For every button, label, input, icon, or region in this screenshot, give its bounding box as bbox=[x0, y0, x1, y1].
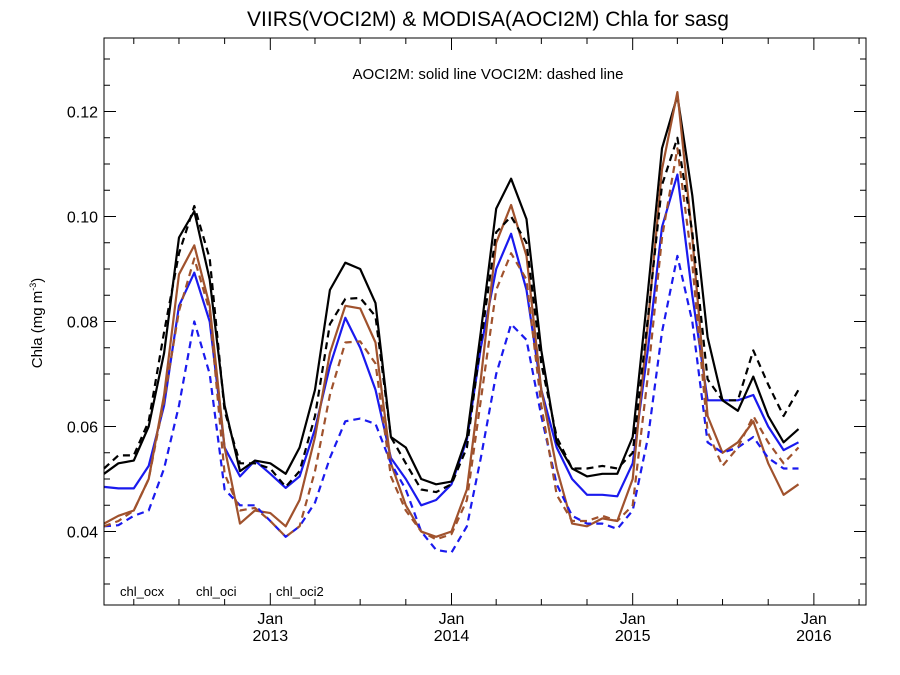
y-tick-label: 0.06 bbox=[67, 420, 98, 437]
y-axis-label: Chla (mg m-3) bbox=[28, 278, 46, 369]
y-tick-label: 0.04 bbox=[67, 525, 98, 542]
x-tick-month-label: Jan bbox=[439, 611, 465, 628]
y-tick-label: 0.08 bbox=[67, 315, 98, 332]
line-style-annotation: AOCI2M: solid line VOCI2M: dashed line bbox=[353, 66, 624, 83]
series-line-chl-ocx-voci2m bbox=[103, 254, 799, 554]
x-tick-year-label: 2014 bbox=[434, 628, 470, 645]
legend-entry-chl-oci2: chl_oci2 bbox=[276, 584, 324, 599]
x-tick-month-label: Jan bbox=[257, 611, 283, 628]
axis-layer: 0.040.060.080.100.12Jan2013Jan2014Jan201… bbox=[67, 38, 866, 645]
x-tick-month-label: Jan bbox=[801, 611, 827, 628]
x-tick-year-label: 2016 bbox=[796, 628, 832, 645]
legend-entry-chl-oci: chl_oci bbox=[196, 584, 237, 599]
series-line-chl-oci-voci2m bbox=[103, 136, 800, 494]
series-layer bbox=[103, 90, 800, 554]
chart-title: VIIRS(VOCI2M) & MODISA(AOCI2M) Chla for … bbox=[247, 8, 729, 31]
y-tick-label: 0.12 bbox=[67, 105, 98, 122]
legend-entry-chl-ocx: chl_ocx bbox=[120, 584, 165, 599]
y-tick-label: 0.10 bbox=[67, 210, 98, 227]
x-tick-year-label: 2013 bbox=[253, 628, 289, 645]
series-line-chl-oci-aoci2m bbox=[103, 94, 800, 486]
series-line-chl-oci2-voci2m bbox=[103, 147, 800, 541]
x-tick-month-label: Jan bbox=[620, 611, 646, 628]
x-tick-year-label: 2015 bbox=[615, 628, 651, 645]
plot-frame bbox=[103, 37, 867, 606]
legend: chl_ocx chl_oci chl_oci2 bbox=[120, 584, 324, 599]
